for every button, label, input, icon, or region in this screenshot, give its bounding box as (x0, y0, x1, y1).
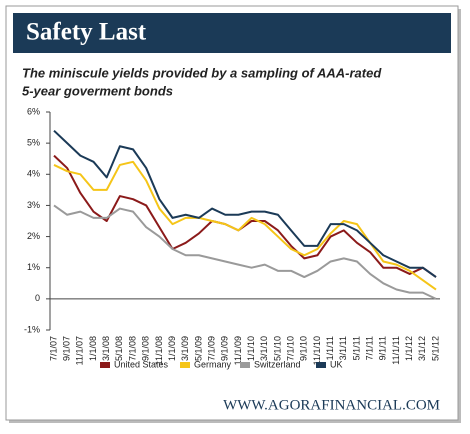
legend-label: United States (114, 359, 169, 369)
x-tick-label: 3/1/10 (259, 336, 269, 361)
legend-label: Switzerland (254, 359, 301, 369)
y-tick-label: 3% (27, 200, 40, 210)
x-tick-label: 5/1/08 (114, 336, 124, 361)
x-tick-label: 3/1/09 (180, 336, 190, 361)
y-tick-label: 4% (27, 169, 40, 179)
x-tick-label: 5/1/11 (351, 336, 361, 360)
y-tick-label: 6% (27, 106, 40, 116)
y-tick-label: -1% (24, 324, 40, 334)
x-tick-label: 9/1/08 (141, 336, 151, 361)
x-tick-label: 3/1/08 (101, 336, 111, 361)
x-tick-label: 5/1/09 (193, 336, 203, 361)
x-tick-label: 9/1/11 (378, 336, 388, 360)
x-tick-label: 1/1/08 (88, 336, 98, 361)
title-banner (13, 13, 451, 53)
x-tick-label: 11/1/08 (154, 336, 164, 365)
x-tick-label: 11/1/11 (391, 336, 401, 365)
y-tick-label: 5% (27, 138, 40, 148)
x-tick-label: 11/1/09 (233, 336, 243, 365)
series-line (53, 204, 437, 300)
x-tick-label: 9/1/10 (299, 336, 309, 361)
y-tick-label: 1% (27, 262, 40, 272)
source: WWW.AGORAFINANCIAL.COM (223, 397, 440, 413)
legend-swatch (180, 362, 190, 368)
subtitle: The miniscule yields provided by a sampl… (22, 65, 382, 80)
x-tick-label: 7/1/07 (48, 336, 58, 361)
x-tick-label: 11/1/07 (75, 336, 85, 365)
x-tick-label: 1/1/11 (325, 336, 335, 360)
x-tick-label: 9/1/09 (220, 336, 230, 361)
legend-swatch (100, 362, 110, 368)
legend-swatch (316, 362, 326, 368)
x-tick-label: 9/1/07 (62, 336, 72, 361)
legend-label: Germany (194, 359, 232, 369)
x-tick-label: 3/1/11 (338, 336, 348, 360)
x-tick-label: 11/1/10 (312, 336, 322, 365)
legend-swatch (240, 362, 250, 368)
x-tick-label: 5/1/10 (272, 336, 282, 361)
x-tick-label: 1/1/09 (167, 336, 177, 361)
x-tick-label: 7/1/11 (365, 336, 375, 360)
y-tick-label: 2% (27, 231, 40, 241)
x-tick-label: 7/1/10 (285, 336, 295, 361)
series-line (53, 129, 437, 278)
x-tick-label: 5/1/12 (430, 336, 440, 361)
x-tick-label: 7/1/09 (206, 336, 216, 361)
x-tick-label: 7/1/08 (127, 336, 137, 361)
subtitle: 5-year goverment bonds (22, 83, 173, 98)
chart-title: Safety Last (26, 19, 147, 46)
x-tick-label: 1/1/12 (404, 336, 414, 361)
series-line (53, 154, 437, 278)
y-tick-label: 0 (35, 293, 40, 303)
legend-label: UK (330, 359, 343, 369)
x-tick-label: 3/1/12 (417, 336, 427, 361)
x-tick-label: 1/1/10 (246, 336, 256, 361)
